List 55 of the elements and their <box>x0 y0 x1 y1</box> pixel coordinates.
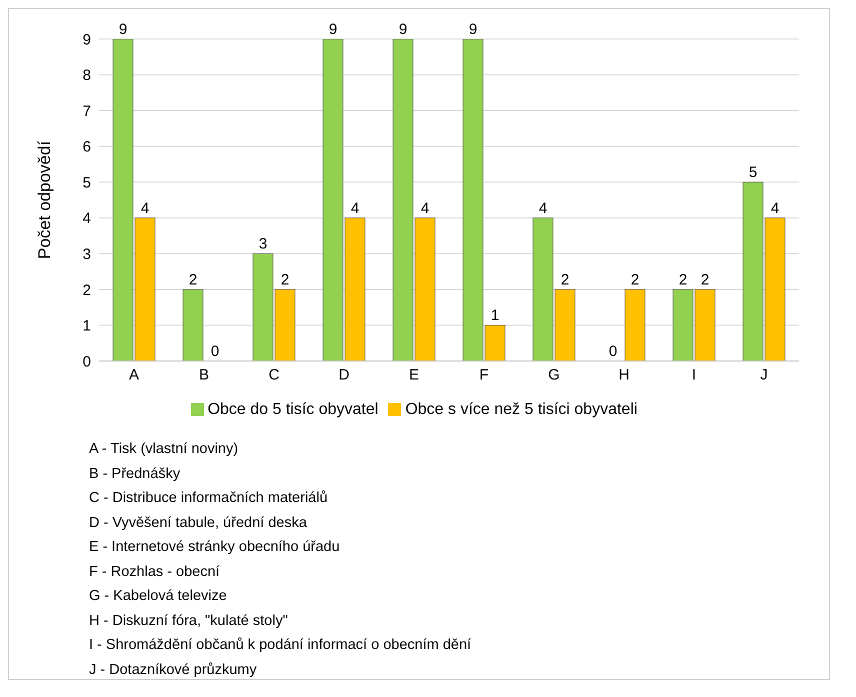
text: B - Přednášky <box>89 464 182 484</box>
y-tick-label: 9 <box>82 31 91 48</box>
data-label: 9 <box>468 21 478 38</box>
data-label: 9 <box>118 21 128 38</box>
legend-label: Obce do 5 tisíc obyvatel <box>208 401 378 418</box>
text: H - Diskuzní fóra, "kulaté stoly" <box>89 612 289 630</box>
x-tick-label: E <box>408 366 420 384</box>
data-label: 2 <box>280 271 290 288</box>
y-tick-label: 2 <box>82 282 91 299</box>
x-tick-label: I <box>692 366 696 384</box>
data-label: 3 <box>258 236 268 253</box>
data-label: 1 <box>490 307 500 324</box>
x-tick-label: H <box>618 366 630 384</box>
y-axis-title: Počet odpovědí <box>35 140 54 260</box>
x-tick-label: F <box>479 366 489 384</box>
data-label: 4 <box>350 200 360 217</box>
y-tick-label: 7 <box>82 102 91 120</box>
data-label: 2 <box>188 271 198 288</box>
y-tick-label: 6 <box>82 138 91 156</box>
x-tick-label: G <box>548 366 560 384</box>
y-tick-label: 4 <box>82 210 91 228</box>
text: A - Tisk (vlastní noviny) <box>89 440 240 459</box>
data-label: 9 <box>398 21 408 38</box>
text: D - Vyvěšení tabule, úřední deska <box>89 514 308 532</box>
data-label: 2 <box>678 271 688 288</box>
y-tick-label: 1 <box>82 318 91 335</box>
text: G - Kabelová televize <box>89 587 228 606</box>
legend-label: Obce s více než 5 tisíci obyvateli <box>405 401 638 418</box>
x-tick-label: D <box>338 366 350 384</box>
y-tick-label: 0 <box>82 353 91 370</box>
data-label: 2 <box>630 271 640 288</box>
y-tick-label: 8 <box>82 67 91 84</box>
text: E - Internetové stránky obecního úřadu <box>89 538 341 557</box>
data-label: 4 <box>770 200 780 217</box>
data-label: 2 <box>560 271 570 288</box>
data-label: 4 <box>538 200 548 217</box>
x-tick-label: C <box>268 366 280 384</box>
bar <box>624 289 646 361</box>
text: F - Rozhlas - obecní <box>89 562 221 582</box>
data-label: 0 <box>608 343 618 360</box>
data-label: 4 <box>140 200 150 217</box>
x-tick-label: B <box>198 366 210 384</box>
y-tick-label: 5 <box>82 174 91 192</box>
data-label: 9 <box>328 21 338 38</box>
text: C - Distribuce informačních materiálů <box>89 489 329 508</box>
text: I - Shromáždění občanů k podání informací o obecním dění <box>89 636 472 655</box>
data-label: 0 <box>210 343 220 360</box>
text: J - Dotazníkové průzkumy <box>89 660 258 680</box>
y-tick-label: 3 <box>82 246 91 263</box>
data-label: 4 <box>420 200 430 217</box>
data-label: 2 <box>700 271 710 288</box>
data-label: 5 <box>748 164 758 182</box>
x-tick-label: A <box>128 366 140 384</box>
bar <box>182 289 204 361</box>
x-tick-label: J <box>760 366 768 384</box>
